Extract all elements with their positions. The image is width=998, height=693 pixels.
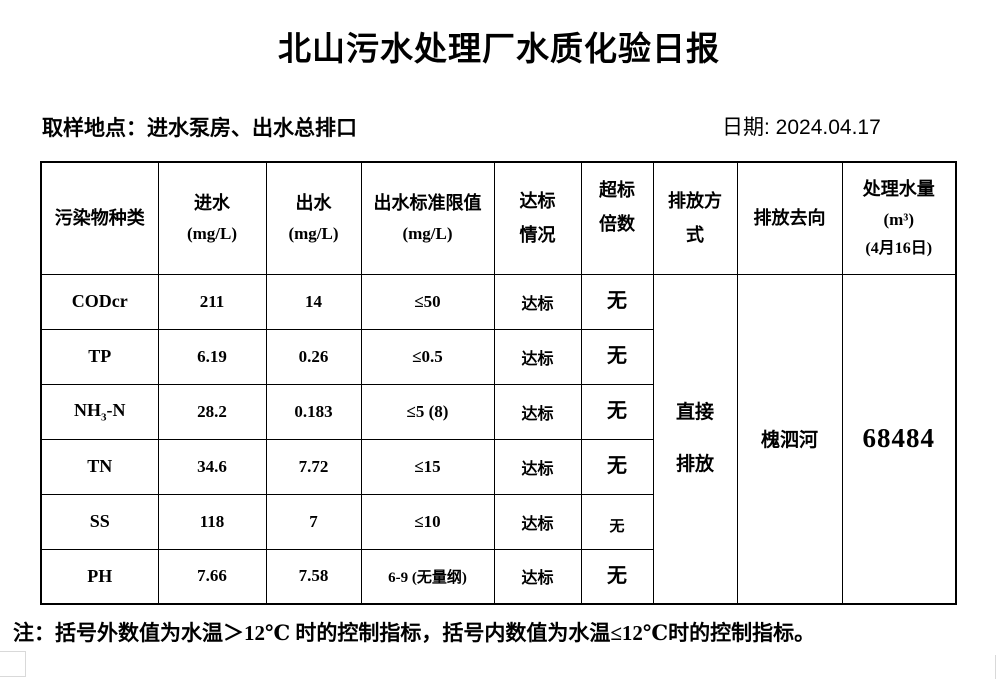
table-row-ph: PH 7.66 7.58 6-9 (无量纲) 达标 无 bbox=[40, 548, 956, 605]
limit-value-cell: ≤10 bbox=[360, 493, 495, 550]
col-header-limit: 出水标准限值 (mg/L) bbox=[360, 161, 495, 275]
pollutant-name-cell: TP bbox=[40, 328, 159, 385]
sampling-location-label: 取样地点：进水泵房、出水总排口 bbox=[42, 116, 357, 140]
col-header-effluent-unit: (mg/L) bbox=[288, 224, 339, 244]
col-header-effluent: 出水 (mg/L) bbox=[265, 161, 362, 275]
limit-value-cell: ≤5 (8) bbox=[360, 383, 495, 440]
report-date-label: 日期: 2024.04.17 bbox=[722, 116, 881, 139]
col-header-method: 排放方式 bbox=[652, 161, 738, 275]
pollutant-name-prefix: NH bbox=[74, 399, 101, 420]
partial-cell-outline bbox=[0, 651, 26, 677]
influent-value-cell: 34.6 bbox=[157, 438, 267, 495]
discharge-destination-cell: 槐泗河 bbox=[736, 273, 843, 605]
pollutant-name-cell: CODcr bbox=[40, 273, 159, 330]
col-header-status: 达标情况 bbox=[493, 161, 582, 275]
influent-value-cell: 7.66 bbox=[157, 548, 267, 605]
status-cell: 达标 bbox=[493, 383, 582, 440]
effluent-value-cell: 7.58 bbox=[265, 548, 362, 605]
pollutant-name-cell: NH3-N bbox=[40, 383, 159, 440]
col-header-limit-label: 出水标准限值 bbox=[373, 192, 482, 213]
col-header-influent-unit: (mg/L) bbox=[186, 224, 238, 244]
table-header: 污染物种类 进水 (mg/L) 出水 (mg/L) 出水标准限值 (mg/L) … bbox=[40, 161, 957, 275]
effluent-value-cell: 0.26 bbox=[265, 328, 362, 385]
limit-value-cell: 6-9 (无量纲) bbox=[360, 548, 495, 605]
col-header-volume-label: 处理水量 bbox=[862, 178, 935, 199]
col-header-influent-label: 进水 bbox=[194, 192, 230, 213]
col-header-influent: 进水 (mg/L) bbox=[157, 161, 267, 275]
page-title: 北山污水处理厂水质化验日报 bbox=[278, 32, 720, 68]
effluent-value-cell: 7.72 bbox=[265, 438, 362, 495]
col-header-volume-date: (4月16日) bbox=[865, 239, 933, 257]
status-cell: 达标 bbox=[493, 273, 582, 330]
effluent-value-cell: 14 bbox=[265, 273, 362, 330]
exceed-cell: 无 bbox=[580, 493, 654, 550]
pollutant-name-cell: SS bbox=[40, 493, 159, 550]
col-header-exceed-label: 超标倍数 bbox=[598, 180, 635, 235]
col-header-method-label: 排放方式 bbox=[667, 191, 722, 246]
status-cell: 达标 bbox=[493, 438, 582, 495]
status-cell: 达标 bbox=[493, 328, 582, 385]
limit-value-cell: ≤0.5 bbox=[360, 328, 495, 385]
pollutant-name-cell: PH bbox=[40, 548, 159, 605]
table-row-nh3n: NH3-N 28.2 0.183 ≤5 (8) 达标 无 bbox=[40, 383, 956, 440]
header-row: 污染物种类 进水 (mg/L) 出水 (mg/L) 出水标准限值 (mg/L) … bbox=[40, 161, 957, 275]
table-row-ss: SS 118 7 ≤10 达标 无 bbox=[40, 493, 956, 550]
exceed-cell: 无 bbox=[580, 273, 654, 330]
exceed-cell: 无 bbox=[580, 548, 654, 605]
treated-volume-cell: 68484 bbox=[841, 273, 957, 605]
limit-value-cell: ≤50 bbox=[360, 273, 495, 330]
influent-value-cell: 28.2 bbox=[157, 383, 267, 440]
col-header-destination: 排放去向 bbox=[736, 161, 843, 275]
pollutant-name-cell: TN bbox=[40, 438, 159, 495]
limit-value-cell: ≤15 bbox=[360, 438, 495, 495]
discharge-method-text: 直接排放 bbox=[676, 402, 715, 475]
exceed-cell: 无 bbox=[580, 438, 654, 495]
effluent-value-cell: 7 bbox=[265, 493, 362, 550]
exceed-cell: 无 bbox=[580, 383, 654, 440]
influent-value-cell: 118 bbox=[157, 493, 267, 550]
page-edge-mark bbox=[995, 655, 996, 679]
table-row-tp: TP 6.19 0.26 ≤0.5 达标 无 bbox=[40, 328, 956, 385]
water-quality-table: 污染物种类 进水 (mg/L) 出水 (mg/L) 出水标准限值 (mg/L) … bbox=[40, 161, 957, 605]
col-header-volume-unit: (m³) bbox=[883, 210, 915, 230]
table-row-tn: TN 34.6 7.72 ≤15 达标 无 bbox=[40, 438, 956, 495]
influent-value-cell: 6.19 bbox=[157, 328, 267, 385]
col-header-status-label: 达标情况 bbox=[519, 191, 556, 246]
effluent-value-cell: 0.183 bbox=[265, 383, 362, 440]
pollutant-name-suffix: -N bbox=[106, 399, 126, 420]
status-cell: 达标 bbox=[493, 548, 582, 605]
pollutant-name-subscript: 3 bbox=[101, 411, 107, 424]
discharge-method-cell: 直接排放 bbox=[652, 273, 738, 605]
col-header-effluent-label: 出水 bbox=[295, 192, 332, 213]
footnote-text: 注：括号外数值为水温＞12℃ 时的控制指标，括号内数值为水温≤12℃时的控制指标… bbox=[13, 621, 816, 645]
table-row-codcr: CODcr 211 14 ≤50 达标 无 直接排放 槐泗河 68484 bbox=[40, 273, 957, 605]
influent-value-cell: 211 bbox=[157, 273, 267, 330]
exceed-cell: 无 bbox=[580, 328, 654, 385]
status-cell: 达标 bbox=[493, 493, 582, 550]
col-header-volume: 处理水量 (m³) (4月16日) bbox=[841, 161, 957, 275]
col-header-exceed: 超标倍数 bbox=[580, 161, 654, 275]
col-header-pollutant: 污染物种类 bbox=[40, 161, 159, 275]
col-header-limit-unit: (mg/L) bbox=[402, 224, 453, 244]
